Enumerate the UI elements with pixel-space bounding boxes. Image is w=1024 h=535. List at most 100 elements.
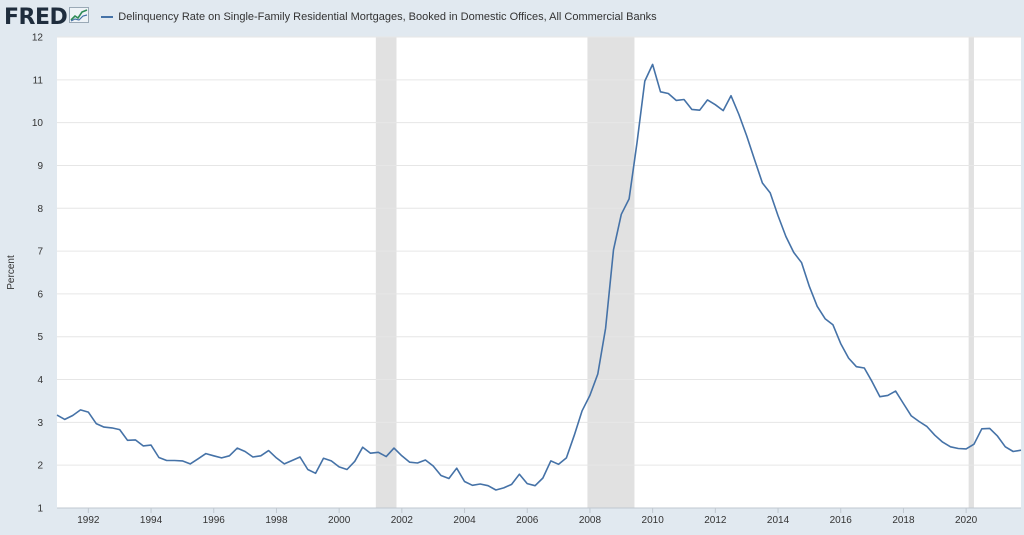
y-tick-label: 11 bbox=[33, 75, 44, 86]
data-point bbox=[753, 158, 755, 160]
data-point bbox=[604, 327, 606, 329]
data-point bbox=[181, 460, 183, 462]
data-point bbox=[456, 467, 458, 469]
data-point bbox=[1004, 446, 1006, 448]
data-point bbox=[126, 439, 128, 441]
y-tick-label: 5 bbox=[37, 332, 43, 343]
data-point bbox=[542, 477, 544, 479]
x-tick-label: 2008 bbox=[579, 515, 602, 526]
data-point bbox=[934, 434, 936, 436]
data-point bbox=[981, 428, 983, 430]
x-tick-label: 2010 bbox=[642, 515, 665, 526]
data-point bbox=[236, 447, 238, 449]
data-point bbox=[56, 414, 58, 416]
data-point bbox=[275, 457, 277, 459]
data-point bbox=[949, 446, 951, 448]
data-point bbox=[573, 434, 575, 436]
data-point bbox=[534, 485, 536, 487]
data-point bbox=[565, 457, 567, 459]
data-point bbox=[150, 444, 152, 446]
data-point bbox=[267, 449, 269, 451]
data-point bbox=[503, 487, 505, 489]
x-tick-label: 2000 bbox=[328, 515, 351, 526]
data-point bbox=[941, 441, 943, 443]
data-point bbox=[103, 426, 105, 428]
x-tick-label: 1998 bbox=[265, 515, 288, 526]
grid-lines bbox=[57, 36, 1021, 509]
legend: Delinquency Rate on Single-Family Reside… bbox=[101, 11, 657, 23]
data-point bbox=[926, 425, 928, 427]
fred-logo[interactable]: FRED bbox=[4, 0, 90, 34]
data-point bbox=[691, 108, 693, 110]
data-point bbox=[173, 459, 175, 461]
data-point bbox=[118, 428, 120, 430]
data-point bbox=[205, 452, 207, 454]
legend-swatch bbox=[101, 16, 114, 18]
data-point bbox=[683, 98, 685, 100]
data-point bbox=[291, 459, 293, 461]
data-point bbox=[824, 318, 826, 320]
x-tick-label: 1992 bbox=[77, 515, 100, 526]
data-point bbox=[745, 135, 747, 137]
data-point bbox=[550, 460, 552, 462]
data-point bbox=[142, 445, 144, 447]
y-tick-label: 6 bbox=[37, 289, 43, 300]
data-point bbox=[408, 461, 410, 463]
x-tick-label: 1996 bbox=[203, 515, 226, 526]
data-point bbox=[495, 489, 497, 491]
data-point bbox=[651, 63, 653, 65]
data-point bbox=[988, 427, 990, 429]
data-point bbox=[620, 213, 622, 215]
data-point bbox=[252, 456, 254, 458]
data-point bbox=[644, 80, 646, 82]
data-point bbox=[416, 462, 418, 464]
fred-logo-text: FRED bbox=[4, 4, 68, 30]
data-point bbox=[800, 261, 802, 263]
data-point bbox=[957, 447, 959, 449]
data-point bbox=[354, 460, 356, 462]
data-point bbox=[894, 390, 896, 392]
data-point bbox=[730, 94, 732, 96]
data-point bbox=[840, 342, 842, 344]
data-point bbox=[847, 357, 849, 359]
data-point bbox=[526, 482, 528, 484]
x-tick-label: 2014 bbox=[767, 515, 790, 526]
data-point bbox=[338, 466, 340, 468]
data-point bbox=[581, 410, 583, 412]
x-axis-ticks: 1992 1994 1996 1998 2000 2002 2004 2006 2008 2010… bbox=[77, 508, 978, 526]
data-point bbox=[330, 460, 332, 462]
legend-label: Delinquency Rate on Single-Family Reside… bbox=[118, 11, 657, 23]
data-point bbox=[220, 457, 222, 459]
data-point bbox=[213, 455, 215, 457]
y-tick-label: 2 bbox=[37, 461, 43, 472]
x-tick-label: 2006 bbox=[516, 515, 539, 526]
data-point bbox=[463, 480, 465, 482]
y-tick-label: 12 bbox=[32, 33, 44, 44]
data-point bbox=[667, 92, 669, 94]
data-point bbox=[228, 455, 230, 457]
data-point bbox=[64, 418, 66, 420]
data-point bbox=[448, 477, 450, 479]
plot-area bbox=[57, 37, 1021, 508]
data-point bbox=[871, 380, 873, 382]
y-tick-label: 8 bbox=[37, 204, 43, 215]
data-point bbox=[612, 249, 614, 251]
y-tick-label: 7 bbox=[37, 247, 43, 258]
chart-header: FRED Delinquency Rate on Single-Family R… bbox=[0, 0, 1024, 34]
data-point bbox=[189, 463, 191, 465]
y-tick-label: 1 bbox=[37, 504, 43, 515]
data-point bbox=[722, 109, 724, 111]
data-point bbox=[471, 484, 473, 486]
data-point bbox=[902, 402, 904, 404]
data-point bbox=[675, 99, 677, 101]
y-tick-label: 9 bbox=[37, 161, 43, 172]
data-point bbox=[71, 414, 73, 416]
data-point bbox=[369, 452, 371, 454]
data-point bbox=[134, 439, 136, 441]
data-point bbox=[377, 451, 379, 453]
data-point bbox=[918, 420, 920, 422]
data-point bbox=[283, 463, 285, 465]
data-point bbox=[510, 483, 512, 485]
data-point bbox=[87, 411, 89, 413]
